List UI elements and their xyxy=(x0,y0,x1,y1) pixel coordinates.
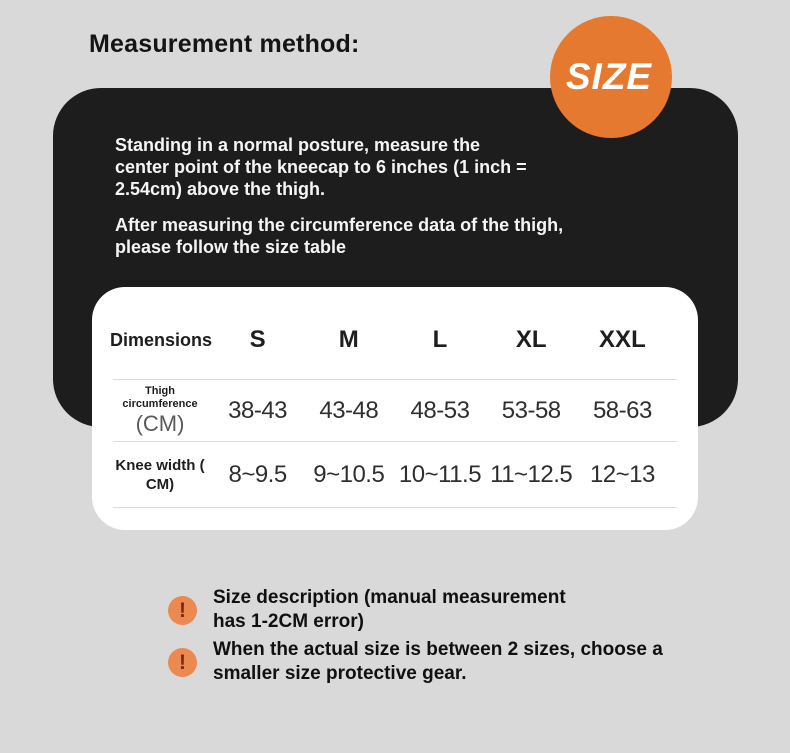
page-title: Measurement method: xyxy=(89,30,360,58)
table-divider xyxy=(113,441,677,442)
note-between-sizes: ! When the actual size is between 2 size… xyxy=(168,638,663,686)
thigh-value-xxl: 58-63 xyxy=(592,396,652,424)
instruction-text: Standing in a normal posture, measure th… xyxy=(115,134,685,258)
thigh-circumference-unit: (CM) xyxy=(135,411,185,436)
size-badge: SIZE xyxy=(550,16,672,138)
exclamation-icon: ! xyxy=(168,596,197,625)
knee-width-label: Knee width ( CM) xyxy=(115,456,205,493)
thigh-circumference-label-text: Thigh circumference xyxy=(122,385,198,410)
knee-value-l: 10~11.5 xyxy=(398,460,482,488)
note-text: Size description (manual measurement has… xyxy=(213,587,566,632)
instruction-paragraph-2: After measuring the circumference data o… xyxy=(115,215,564,257)
table-row-knee-width: Knee width ( CM) 8~9.5 9~10.5 10~11.5 11… xyxy=(92,442,698,507)
thigh-value-m: 43-48 xyxy=(319,396,379,424)
table-divider xyxy=(113,507,677,508)
knee-value-xl: 11~12.5 xyxy=(490,460,573,488)
size-header-m: M xyxy=(338,326,359,353)
size-header-l: L xyxy=(432,326,448,353)
table-divider xyxy=(113,379,677,380)
size-header-xl: XL xyxy=(515,326,547,353)
size-badge-label: SIZE xyxy=(565,56,653,97)
knee-value-s: 8~9.5 xyxy=(228,460,287,488)
note-text: When the actual size is between 2 sizes,… xyxy=(213,639,663,684)
exclamation-icon: ! xyxy=(168,648,197,677)
instruction-paragraph-1: Standing in a normal posture, measure th… xyxy=(115,135,527,199)
note-size-description: ! Size description (manual measurement h… xyxy=(168,586,663,634)
dimensions-header: Dimensions xyxy=(110,329,213,350)
thigh-value-xl: 53-58 xyxy=(501,396,561,424)
thigh-circumference-label: Thigh circumference (CM) xyxy=(108,385,212,436)
table-row-thigh-circumference: Thigh circumference (CM) 38-43 43-48 48-… xyxy=(92,380,698,441)
thigh-value-l: 48-53 xyxy=(410,396,470,424)
thigh-value-s: 38-43 xyxy=(228,396,288,424)
size-header-s: S xyxy=(249,326,266,353)
size-table-card: Dimensions S M L XL XXL Thigh circumfere… xyxy=(92,287,698,530)
knee-value-m: 9~10.5 xyxy=(313,460,385,488)
size-table-header-row: Dimensions S M L XL XXL xyxy=(92,301,698,379)
notes-section: ! Size description (manual measurement h… xyxy=(168,586,663,686)
knee-value-xxl: 12~13 xyxy=(589,460,655,488)
size-header-xxl: XXL xyxy=(599,326,646,353)
